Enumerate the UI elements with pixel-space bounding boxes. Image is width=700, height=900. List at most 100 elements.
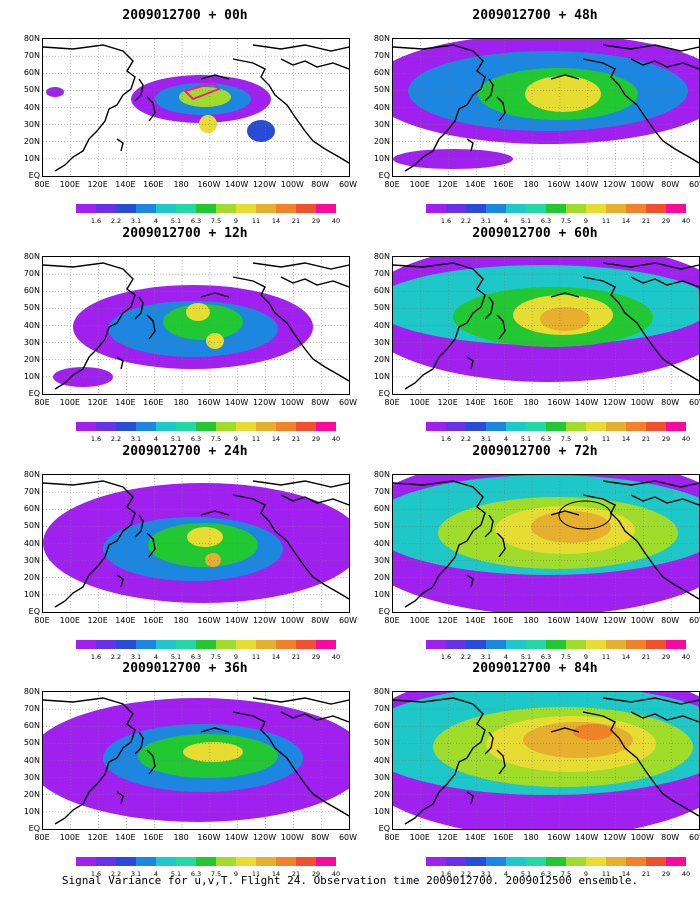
color-swatch [116,640,136,649]
color-swatch [446,857,466,866]
colorbar-label: 40 [331,217,341,225]
colorbar-label: 40 [331,870,341,878]
coastline [280,276,349,288]
lon-tick-label: 120E [87,180,108,189]
lon-tick-label: 120E [437,180,458,189]
lat-tick-label: 20N [373,354,390,364]
coastline [602,697,699,705]
map-panel: 2009012700 + 12h 80N 70N 60N 50N 40N 30N 20N 10N… [20,226,357,443]
colorbar-label: 7.5 [560,870,572,878]
lon-tick-label: 100W [630,180,654,189]
colorbar-label: 3.1 [130,217,142,225]
colorbar-label: 3.1 [480,217,492,225]
lat-tick-label: 30N [373,555,390,565]
lat-tick-label: 30N [23,119,40,129]
variance-contour [573,724,613,740]
lat-tick-label: 10N [373,371,390,381]
lat-tick-label: 80N [23,687,40,696]
color-swatch [156,422,176,431]
lat-tick-label: 60N [23,68,40,78]
colorbar-label: 1.6 [440,217,452,225]
color-swatch [136,857,156,866]
figure-caption: Signal Variance for u,v,T. Flight 24. Ob… [61,874,639,887]
colorbar-label: 29 [311,870,321,878]
coastline [630,494,699,506]
color-swatch [466,857,486,866]
lon-tick-label: 120W [252,833,277,842]
lon-tick-label: 120W [602,180,627,189]
colorbar-label: 2.2 [460,653,472,661]
colorbar-label: 40 [681,870,691,878]
coastline [280,711,349,723]
colorbar-label: 29 [661,870,671,878]
map-area [392,474,700,613]
color-swatch [76,422,96,431]
colorbar-label: 7.5 [560,435,572,443]
lat-tick-label: EQ [28,607,40,616]
color-swatch [76,204,96,213]
colorbar-label: 4 [503,435,509,443]
colorbar-label: 21 [641,217,651,225]
colorbar-label: 3.1 [480,653,492,661]
variance-field [393,475,699,612]
color-swatch [296,204,316,213]
colorbar-label: 14 [621,653,631,661]
colorbar-label: 29 [661,435,671,443]
lat-tick-label: 10N [373,806,390,816]
colorbar-label: 40 [681,435,691,443]
colorbar-label: 21 [291,435,301,443]
coastline [550,727,580,733]
color-swatch [506,640,526,649]
lat-tick-label: 10N [23,589,40,599]
coastline [146,96,156,122]
lat-tick-label: 70N [23,704,40,714]
color-swatch [276,857,296,866]
color-swatch [316,204,336,213]
variance-contour [205,553,221,567]
map-panel: 2009012700 + 24h 80N 70N 60N 50N 40N 30N 20N 10N… [20,444,357,661]
lat-tick-label: EQ [28,389,40,398]
lat-tick-label: 60N [23,286,40,296]
color-swatch [276,422,296,431]
color-swatch [316,422,336,431]
color-bar [76,857,336,866]
lon-tick-label: 120W [602,398,627,407]
colorbar-label: 9 [233,653,239,661]
lon-tick-label: 160W [197,180,221,189]
colorbar-label: 5.1 [520,217,532,225]
color-swatch [426,640,446,649]
variance-contour [206,333,224,349]
color-swatch [586,422,606,431]
lon-tick-label: 100W [630,833,654,842]
lon-tick-label: 120W [602,833,627,842]
color-swatch [666,640,686,649]
colorbar-label: 21 [641,653,651,661]
color-bar [76,640,336,649]
lon-tick-label: 160W [547,616,571,625]
coastline [134,731,144,755]
colorbar-label: 14 [271,653,281,661]
color-swatch [156,204,176,213]
color-swatch [486,857,506,866]
lat-tick-label: 60N [23,504,40,514]
color-swatch [666,857,686,866]
lon-tick-label: 140E [115,398,136,407]
color-swatch [236,204,256,213]
lon-tick-label: 80W [311,398,330,407]
color-bar [426,640,686,649]
lon-tick-label: 120W [602,616,627,625]
variance-contour [179,87,231,107]
color-swatch [526,640,546,649]
lat-tick-label: 50N [373,85,390,95]
lon-tick-label: 120E [437,833,458,842]
lat-tick-label: 50N [23,85,40,95]
color-swatch [96,857,116,866]
color-swatch [666,204,686,213]
lon-tick-label: 100W [280,833,304,842]
colorbar-label: 6.3 [540,653,552,661]
colorbar-label: 4 [503,217,509,225]
color-swatch [236,640,256,649]
color-swatch [216,422,236,431]
lat-tick-label: 50N [23,303,40,313]
lon-tick-label: 100E [59,398,80,407]
